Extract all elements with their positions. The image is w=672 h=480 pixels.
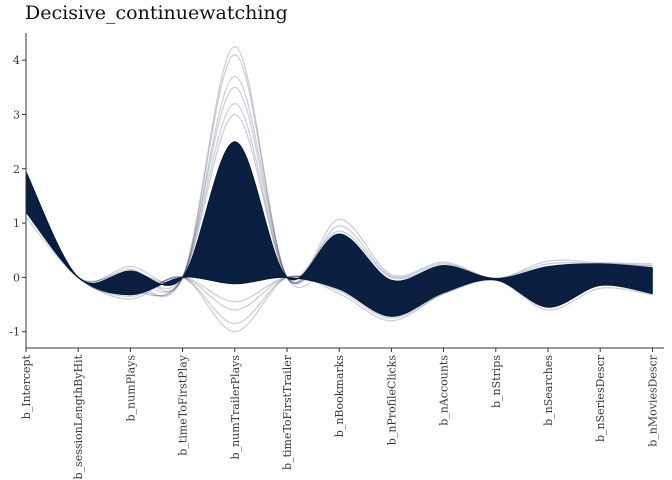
dense-lines-band	[25, 141, 653, 317]
x-tick-label: b_Intercept	[20, 354, 33, 419]
x-tick-label: b_nSearches	[542, 355, 555, 426]
x-tick-label: b_numPlays	[124, 355, 137, 422]
x-tick-label: b_nMoviesDescr	[646, 354, 659, 447]
y-tick-label: -1	[9, 326, 20, 339]
x-tick-label: b_timeToFirstTrailer	[281, 354, 294, 470]
x-tick-label: b_sessionLengthByHit	[72, 354, 85, 479]
y-tick-label: 2	[13, 163, 20, 176]
x-tick-label: b_nBookmarks	[333, 355, 346, 438]
y-tick-label: 1	[13, 217, 20, 230]
x-tick-label: b_nProfileClicks	[385, 355, 398, 446]
x-tick-label: b_nAccounts	[438, 355, 451, 426]
y-tick-label: 3	[13, 108, 20, 121]
x-tick-label: b_numTrailerPlays	[229, 355, 242, 460]
x-tick-label: b_timeToFirstPlay	[177, 354, 190, 455]
series-line-3	[25, 54, 653, 293]
axes-layer: -1 0 1 2 3 4 b_Intercept b_sessionLengthByHit b_…	[9, 33, 664, 480]
x-tick-label: b_nSeriesDescr	[594, 354, 607, 442]
y-tick-label: 0	[13, 271, 20, 284]
chart-title: Decisive_continuewatching	[25, 2, 288, 24]
series-line-7	[25, 217, 653, 333]
x-tick-label: b_nStrips	[490, 355, 503, 408]
y-tick-label: 4	[13, 54, 20, 67]
